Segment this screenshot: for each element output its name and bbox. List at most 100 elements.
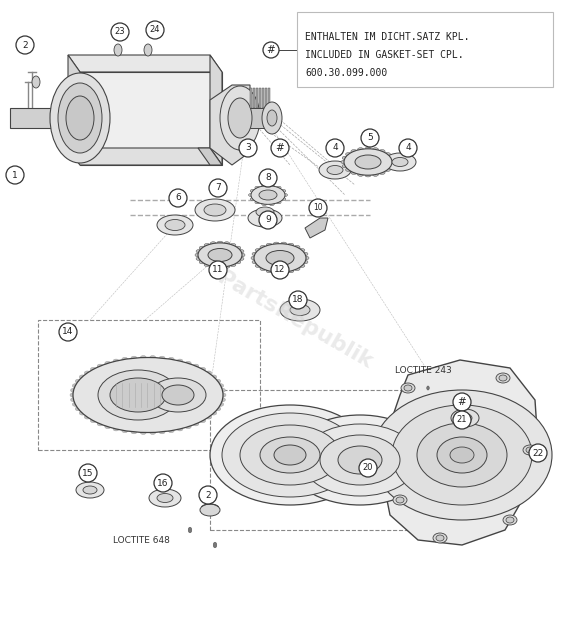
- Text: 24: 24: [150, 25, 160, 35]
- Ellipse shape: [84, 415, 90, 419]
- Ellipse shape: [76, 482, 104, 498]
- Ellipse shape: [458, 414, 472, 422]
- Ellipse shape: [262, 102, 282, 134]
- Ellipse shape: [262, 184, 267, 188]
- Polygon shape: [210, 55, 222, 165]
- Ellipse shape: [97, 422, 103, 426]
- Ellipse shape: [66, 96, 94, 140]
- Ellipse shape: [215, 407, 221, 411]
- Circle shape: [199, 486, 217, 504]
- Circle shape: [259, 211, 277, 229]
- Text: 20: 20: [363, 463, 373, 473]
- Bar: [297, 12, 553, 87]
- Ellipse shape: [255, 264, 261, 268]
- Ellipse shape: [211, 375, 217, 379]
- Circle shape: [361, 129, 379, 147]
- Ellipse shape: [75, 407, 81, 411]
- Ellipse shape: [199, 246, 205, 250]
- Text: 4: 4: [332, 143, 338, 153]
- Ellipse shape: [200, 368, 205, 371]
- Text: 16: 16: [157, 479, 169, 487]
- Ellipse shape: [523, 445, 537, 455]
- Ellipse shape: [235, 246, 241, 250]
- Ellipse shape: [299, 264, 305, 268]
- Ellipse shape: [165, 219, 185, 230]
- Circle shape: [453, 393, 471, 411]
- Ellipse shape: [140, 356, 146, 360]
- Ellipse shape: [122, 428, 128, 433]
- Ellipse shape: [220, 388, 225, 392]
- Text: 5: 5: [367, 134, 373, 142]
- Ellipse shape: [281, 242, 287, 245]
- Ellipse shape: [266, 243, 272, 247]
- Ellipse shape: [344, 149, 392, 175]
- Ellipse shape: [372, 390, 552, 520]
- Ellipse shape: [250, 197, 255, 201]
- Ellipse shape: [252, 252, 258, 256]
- Ellipse shape: [150, 430, 156, 435]
- Circle shape: [209, 261, 227, 279]
- Text: 6: 6: [175, 194, 181, 202]
- Circle shape: [271, 261, 289, 279]
- Ellipse shape: [417, 423, 507, 487]
- Circle shape: [16, 36, 34, 54]
- Ellipse shape: [351, 150, 357, 153]
- Polygon shape: [198, 148, 222, 165]
- Ellipse shape: [50, 73, 110, 163]
- Ellipse shape: [177, 359, 183, 363]
- Text: 22: 22: [533, 448, 544, 458]
- Ellipse shape: [131, 356, 137, 360]
- Ellipse shape: [168, 357, 174, 361]
- Ellipse shape: [255, 186, 260, 189]
- Ellipse shape: [150, 378, 206, 412]
- Ellipse shape: [358, 173, 364, 176]
- Bar: [250, 88, 252, 108]
- Circle shape: [209, 179, 227, 197]
- Ellipse shape: [251, 256, 257, 260]
- Ellipse shape: [256, 207, 274, 217]
- Ellipse shape: [211, 411, 217, 415]
- Ellipse shape: [396, 497, 404, 503]
- Ellipse shape: [372, 148, 378, 151]
- Ellipse shape: [240, 425, 340, 485]
- Ellipse shape: [385, 153, 390, 156]
- Ellipse shape: [302, 424, 418, 496]
- Ellipse shape: [288, 270, 294, 273]
- Ellipse shape: [222, 413, 358, 497]
- Ellipse shape: [392, 405, 532, 505]
- Text: 2: 2: [205, 491, 211, 499]
- Text: 9: 9: [265, 215, 271, 225]
- Ellipse shape: [283, 194, 288, 196]
- Ellipse shape: [195, 199, 235, 221]
- Bar: [253, 88, 255, 108]
- Text: 23: 23: [115, 27, 126, 37]
- Ellipse shape: [260, 245, 266, 249]
- Ellipse shape: [73, 358, 223, 432]
- Text: PartsRepublik: PartsRepublik: [214, 268, 376, 373]
- Ellipse shape: [200, 419, 205, 423]
- Ellipse shape: [230, 243, 236, 247]
- Ellipse shape: [288, 243, 294, 247]
- Ellipse shape: [526, 447, 534, 453]
- Ellipse shape: [260, 267, 266, 271]
- Circle shape: [239, 139, 257, 157]
- Ellipse shape: [290, 304, 310, 315]
- Ellipse shape: [250, 189, 255, 193]
- Ellipse shape: [204, 204, 226, 216]
- Ellipse shape: [255, 248, 261, 252]
- Text: 8: 8: [265, 173, 271, 183]
- Bar: [256, 88, 258, 108]
- Ellipse shape: [205, 415, 212, 419]
- Bar: [210, 390, 440, 530]
- Ellipse shape: [177, 427, 183, 431]
- Bar: [38, 320, 260, 450]
- Circle shape: [79, 464, 97, 482]
- Ellipse shape: [294, 267, 300, 271]
- Text: 11: 11: [212, 266, 224, 274]
- Ellipse shape: [299, 248, 305, 252]
- Text: 14: 14: [62, 327, 74, 337]
- Circle shape: [399, 139, 417, 157]
- Polygon shape: [80, 72, 222, 165]
- Ellipse shape: [218, 384, 224, 388]
- Ellipse shape: [220, 393, 226, 397]
